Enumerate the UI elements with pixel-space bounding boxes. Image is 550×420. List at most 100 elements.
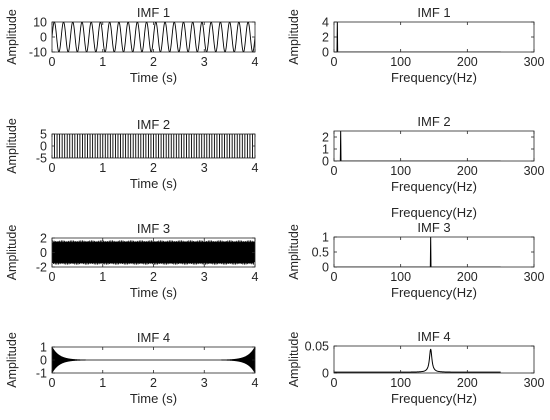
y-axis-label: Amplitude	[5, 118, 19, 174]
x-axis-label: Frequency(Hz)	[391, 179, 477, 194]
x-axis-label: Time (s)	[130, 391, 177, 406]
x-tick-label: 0	[331, 376, 338, 390]
y-tick-label: 0	[40, 140, 47, 154]
series-line	[52, 347, 255, 373]
x-tick-label: 0	[331, 164, 338, 178]
x-tick-label: 1	[99, 161, 106, 175]
y-tick-label: 0.5	[312, 246, 329, 260]
spectrum-line	[334, 348, 501, 373]
x-tick-label: 200	[457, 164, 478, 178]
y-axis-label: Amplitude	[287, 9, 301, 65]
x-tick-label: 0	[49, 161, 56, 175]
x-tick-label: 4	[252, 55, 259, 69]
x-tick-label: 4	[252, 161, 259, 175]
y-tick-label: 0	[322, 261, 329, 275]
y-axis-label: Amplitude	[5, 332, 19, 388]
y-tick-label: 5	[40, 128, 47, 142]
y-tick-label: -1	[36, 367, 47, 381]
panel-title: IMF 4	[417, 329, 450, 344]
x-tick-label: 3	[201, 376, 208, 390]
y-tick-label: -5	[36, 152, 47, 166]
series-line	[52, 22, 255, 52]
panel-title: IMF 2	[417, 114, 450, 129]
y-tick-label: 0.05	[305, 340, 329, 354]
y-tick-label: 2	[322, 131, 329, 145]
x-tick-label: 1	[99, 55, 106, 69]
y-tick-label: 0	[40, 246, 47, 260]
panel-data	[334, 131, 501, 161]
y-axis-label: Amplitude	[287, 224, 301, 280]
x-axis-label: Time (s)	[130, 285, 177, 300]
panel-data	[334, 237, 501, 267]
imf-panel-2: 0 100 200 300 420 IMF 1 Frequency(Hz) Amplitude	[287, 5, 544, 85]
y-tick-label: 0	[322, 367, 329, 381]
panel-title: IMF 1	[137, 5, 170, 20]
y-tick-label: 1	[322, 143, 329, 157]
x-tick-label: 0	[49, 376, 56, 390]
y-tick-label: -10	[29, 46, 47, 60]
panel-data	[334, 22, 501, 52]
x-tick-label: 200	[457, 270, 478, 284]
panel-data	[52, 347, 255, 373]
y-axis-label: Amplitude	[287, 332, 301, 388]
x-tick-label: 100	[390, 164, 411, 178]
x-tick-label: 200	[457, 55, 478, 69]
x-axis-label: Frequency(Hz)	[391, 391, 477, 406]
y-tick-label: 0	[40, 31, 47, 45]
panel-title: IMF 1	[417, 5, 450, 20]
x-tick-label: 0	[49, 270, 56, 284]
spectrum-line	[334, 237, 501, 267]
panel-data	[52, 22, 255, 52]
y-tick-label: 0	[40, 354, 47, 368]
x-tick-label: 2	[150, 270, 157, 284]
x-tick-label: 1	[99, 376, 106, 390]
x-tick-label: 300	[524, 55, 545, 69]
x-tick-label: 100	[390, 270, 411, 284]
panel-title: IMF 3	[137, 221, 170, 236]
panel-title: IMF 3	[417, 220, 450, 235]
y-tick-label: 0	[322, 155, 329, 169]
panel-data	[52, 240, 255, 265]
x-axis-label: Frequency(Hz)	[391, 70, 477, 85]
axes-frame	[333, 236, 535, 268]
x-tick-label: 2	[150, 376, 157, 390]
imf-panel-4: 0 100 200 300 210 IMF 2 Frequency(Hz)	[322, 114, 544, 194]
y-tick-label: 0	[322, 46, 329, 60]
x-axis-label: Time (s)	[130, 176, 177, 191]
axes-frame	[333, 345, 535, 374]
series-line	[52, 134, 255, 158]
y-tick-label: 2	[40, 232, 47, 246]
x-tick-label: 3	[201, 55, 208, 69]
x-tick-label: 2	[150, 55, 157, 69]
x-tick-label: 300	[524, 164, 545, 178]
panel-title: IMF 4	[137, 330, 170, 345]
x-tick-label: 4	[252, 270, 259, 284]
imf-panel-8: 0 100 200 300 0.05 0 IMF 4 Frequency(Hz) Amplitu…	[287, 329, 544, 406]
y-axis-label: Amplitude	[5, 9, 19, 65]
spectrum-line	[334, 22, 501, 52]
x-tick-label: 3	[201, 270, 208, 284]
x-tick-label: 2	[150, 161, 157, 175]
x-tick-label: 100	[390, 376, 411, 390]
x-tick-label: 0	[331, 270, 338, 284]
x-tick-label: 1	[99, 270, 106, 284]
y-tick-label: 10	[33, 16, 47, 30]
x-tick-label: 3	[201, 161, 208, 175]
axes-frame	[333, 130, 535, 162]
x-tick-label: 300	[524, 376, 545, 390]
spectrum-line	[334, 131, 501, 161]
x-tick-label: 0	[331, 55, 338, 69]
extra-axis-label: Frequency(Hz)	[391, 205, 477, 220]
x-tick-label: 300	[524, 270, 545, 284]
x-axis-label: Time (s)	[130, 70, 177, 85]
panel-data	[334, 348, 501, 373]
x-tick-label: 0	[49, 55, 56, 69]
y-tick-label: 1	[40, 341, 47, 355]
axes-frame	[333, 21, 535, 53]
panel-title: IMF 2	[137, 117, 170, 132]
